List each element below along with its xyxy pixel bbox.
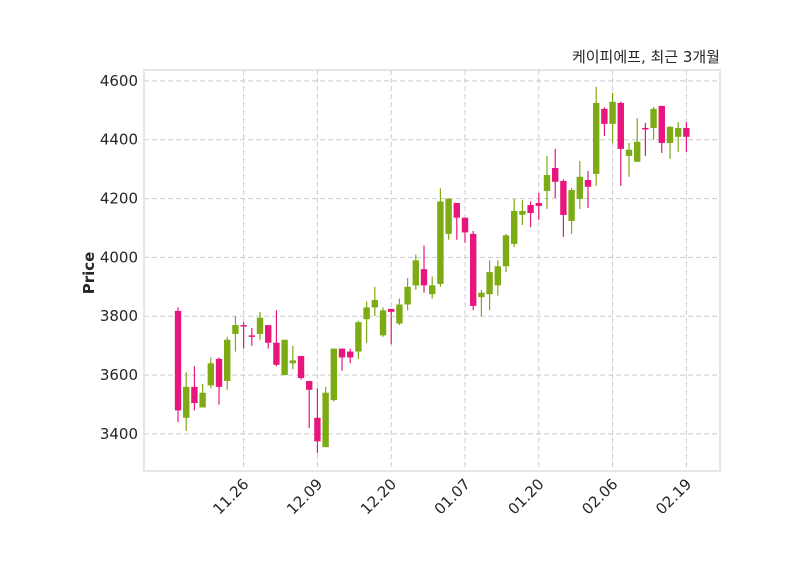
x-tick-label: 11.26	[209, 475, 252, 518]
candle-body-down	[461, 217, 469, 233]
candle-body-up	[404, 286, 411, 305]
chart-title: 케이피에프, 최근 3개월	[572, 48, 720, 66]
candle-body-down	[617, 102, 624, 149]
y-tick-label: 3600	[100, 366, 138, 384]
candle-body-up	[396, 304, 403, 324]
candle-body-down	[683, 127, 690, 137]
candle-body-up	[576, 176, 583, 199]
candle-body-up	[371, 300, 379, 308]
candle-body-down	[453, 202, 461, 218]
candle-body-up	[322, 392, 329, 448]
candle-body-down	[306, 380, 313, 390]
candle-body-down	[240, 325, 247, 327]
candle-body-down	[551, 167, 559, 182]
candle-body-down	[338, 348, 346, 358]
candle-body-down	[527, 205, 534, 213]
candle-body-up	[543, 175, 551, 191]
candle-body-down	[174, 310, 182, 411]
candle-body-up	[281, 339, 288, 376]
candle-body-down	[560, 180, 567, 216]
candle-body-up	[568, 190, 575, 221]
candle-body-up	[289, 360, 297, 364]
candle-body-up	[609, 101, 616, 124]
candle-body-up	[510, 210, 518, 244]
y-tick-label: 4200	[100, 190, 138, 208]
candle-body-up	[445, 198, 452, 234]
candle-body-up	[519, 210, 526, 215]
candle-body-up	[256, 317, 264, 334]
plot-frame	[143, 69, 721, 472]
x-tick-label: 01.20	[505, 475, 548, 518]
candle-body-up	[592, 102, 600, 174]
candle-body-down	[388, 308, 395, 312]
candle-body-up	[429, 285, 436, 295]
x-tick-label: 02.06	[578, 475, 621, 518]
grid-lines	[144, 70, 720, 471]
candle-body-up	[666, 126, 674, 143]
candle-body-down	[314, 417, 321, 442]
candle-body-down	[248, 335, 256, 337]
candle-body-up	[674, 127, 682, 137]
candle-body-up	[232, 325, 239, 334]
candle-body-up	[207, 363, 215, 386]
candle-body-down	[191, 386, 198, 404]
candle-body-up	[330, 348, 338, 401]
candle-body-down	[642, 127, 649, 130]
x-tick-label: 02.19	[652, 475, 695, 518]
y-tick-label: 3400	[100, 425, 138, 443]
candle-body-up	[437, 201, 444, 284]
y-tick-labels: 3400 3600 3800 4000 4200 4400 4600	[100, 72, 138, 443]
candle-body-down	[215, 358, 223, 387]
candle-body-up	[486, 272, 493, 295]
y-axis-label: Price	[80, 252, 98, 295]
candle-body-down	[347, 351, 354, 358]
candle-body-down	[535, 202, 542, 206]
y-tick-label: 4400	[100, 131, 138, 149]
candle-body-up	[502, 235, 510, 267]
candle-body-up	[650, 108, 657, 128]
candle-body-up	[224, 339, 231, 381]
candle-body-down	[265, 325, 272, 343]
candles	[174, 86, 690, 454]
candle-body-down	[273, 342, 280, 365]
candle-body-up	[183, 386, 190, 418]
candle-body-up	[199, 392, 206, 408]
candle-body-up	[625, 149, 633, 156]
candle-body-up	[494, 266, 501, 286]
candle-body-up	[379, 310, 387, 336]
candle-body-down	[420, 269, 428, 286]
x-tick-label: 01.07	[431, 475, 474, 518]
y-tick-label: 4600	[100, 72, 138, 90]
candle-body-down	[601, 108, 608, 124]
candle-body-up	[355, 322, 362, 352]
y-tick-label: 4000	[100, 248, 138, 266]
candle-body-down	[470, 233, 477, 306]
x-tick-label: 12.20	[357, 475, 400, 518]
candle-body-up	[412, 260, 420, 286]
x-tick-label: 12.09	[283, 475, 326, 518]
candle-body-down	[584, 180, 592, 187]
candle-body-down	[297, 355, 305, 379]
y-tick-label: 3800	[100, 307, 138, 325]
candle-body-up	[363, 307, 370, 320]
candle-body-up	[478, 292, 485, 298]
candle-body-up	[633, 141, 641, 162]
x-tick-labels: 11.26 12.09 12.20 01.07 01.20 02.06 02.19	[209, 475, 695, 518]
candle-body-down	[658, 105, 665, 143]
